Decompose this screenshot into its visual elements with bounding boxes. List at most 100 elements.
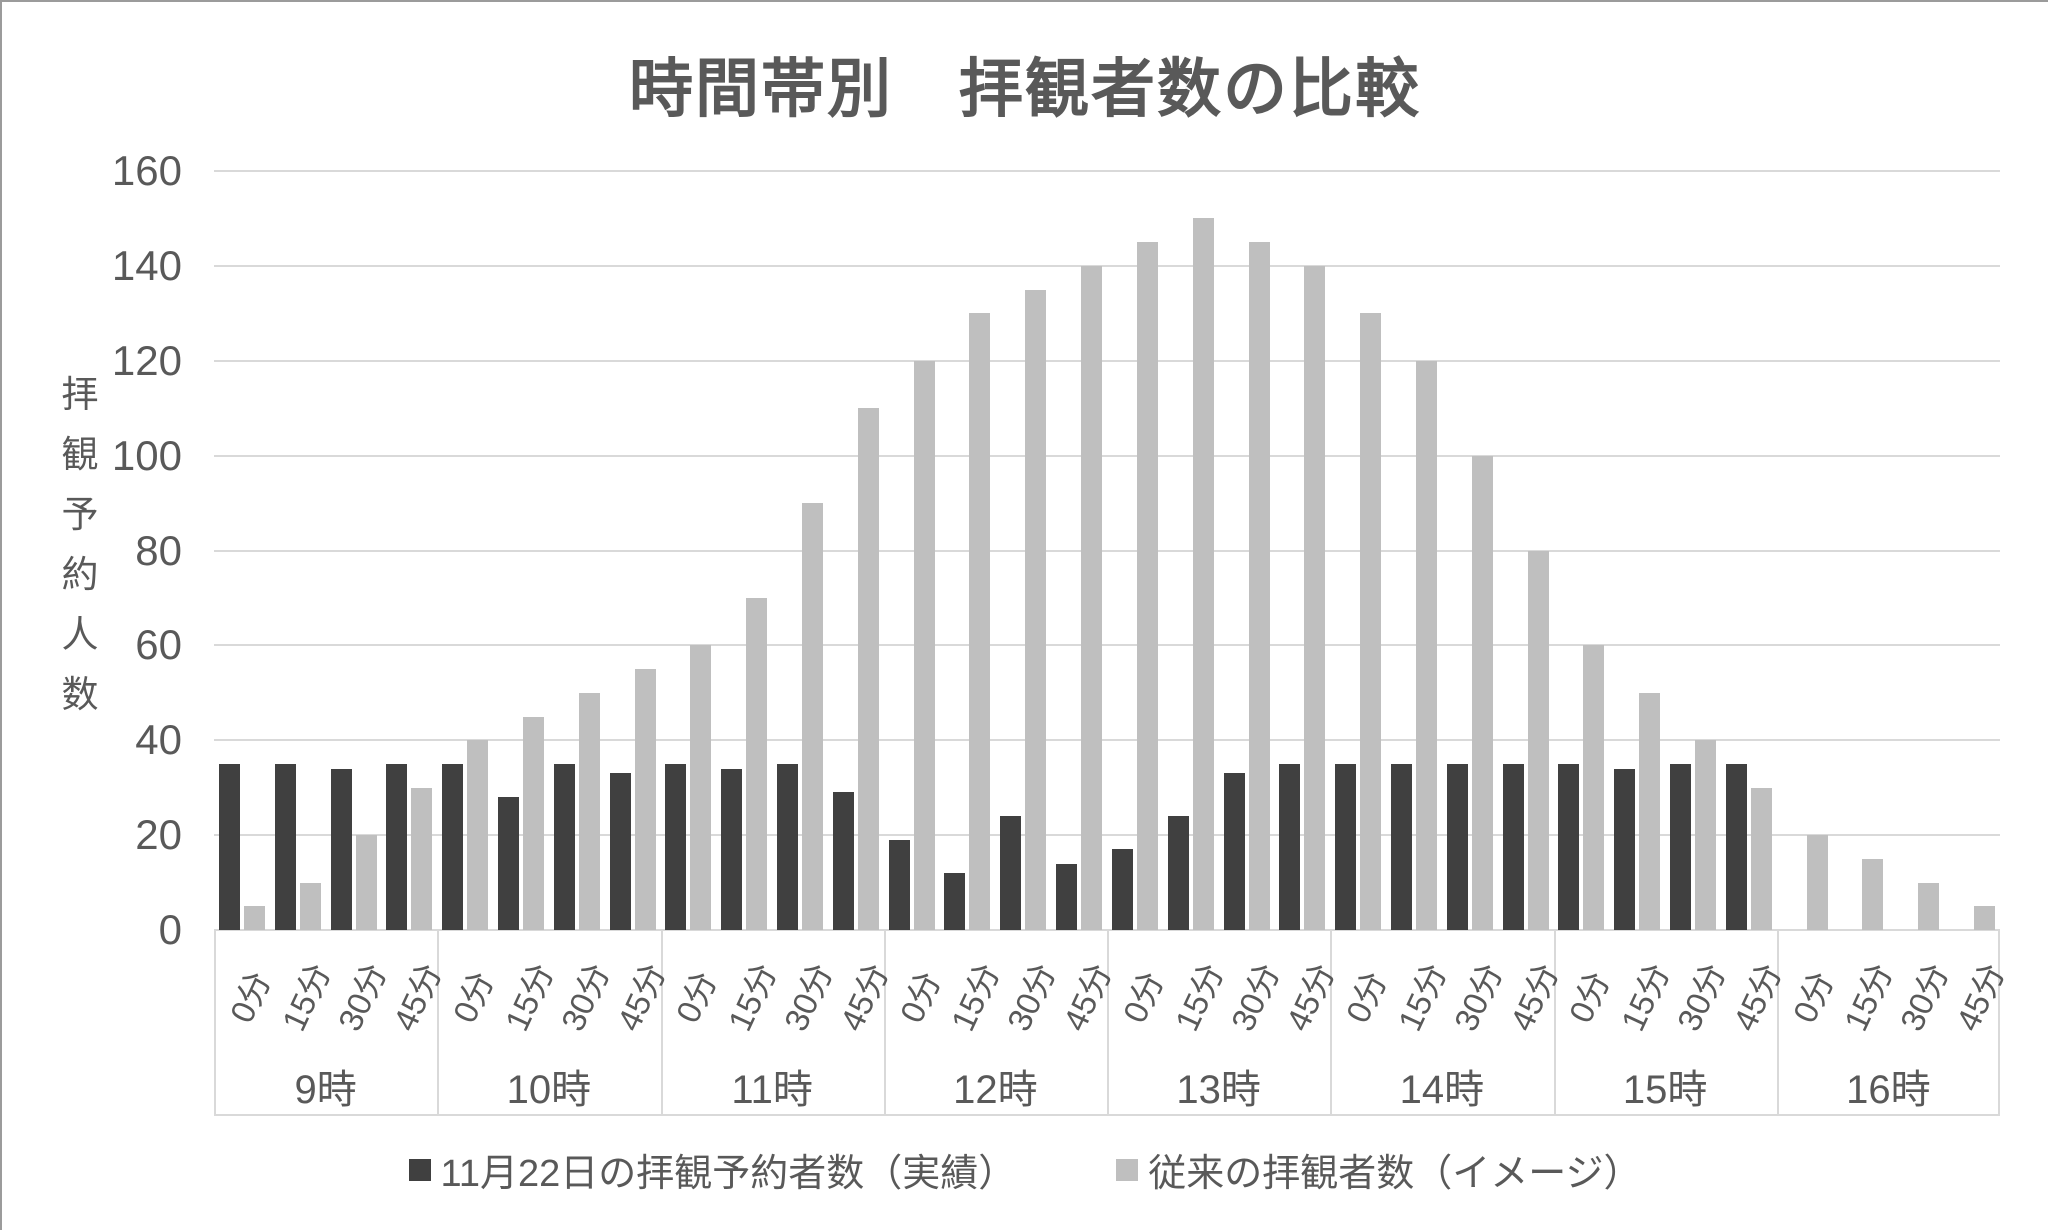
x-hour-label: 15時 <box>1622 1068 1708 1112</box>
x-hour-label: 9時 <box>294 1068 357 1112</box>
x-minute-label: 45分 <box>832 957 896 1037</box>
bar-slot <box>326 171 382 930</box>
y-tick-label: 120 <box>111 336 182 384</box>
x-axis-label-area: 0分 15分 30分 45分 9時 0分 15分 30分 45分 10時 0分 15分 30分 45分 11… <box>214 930 2012 1116</box>
bar-slot <box>381 171 437 930</box>
bar-slot <box>605 171 661 930</box>
y-tick-label: 20 <box>135 811 182 859</box>
bar-typical <box>1304 265 1326 930</box>
bar-actual <box>1390 763 1412 930</box>
bar-slot <box>772 171 828 930</box>
y-axis-title-char: 数 <box>61 674 99 715</box>
legend-square-icon <box>408 1158 431 1181</box>
bar-slot <box>828 171 884 930</box>
bar-typical <box>467 740 489 930</box>
x-minute-label: 30分 <box>1223 957 1287 1037</box>
bar-slot <box>661 171 717 930</box>
bar-actual <box>274 763 296 930</box>
y-tick-label: 160 <box>111 147 182 194</box>
plot-area <box>214 170 2000 931</box>
bar-slot <box>1219 171 1275 930</box>
bar-slot <box>1051 171 1107 930</box>
x-axis-separator <box>1330 930 1333 1116</box>
x-hour-label: 16時 <box>1846 1068 1931 1112</box>
gridline <box>214 264 2000 267</box>
x-axis-separator <box>1776 930 1779 1116</box>
y-axis-title: 拝観予約人数 <box>54 364 106 718</box>
bar-typical <box>969 313 991 930</box>
bar-typical <box>1527 550 1549 930</box>
bar-group-13時 <box>1107 171 1330 930</box>
bar-slot <box>549 171 605 930</box>
x-hour-label: 11時 <box>731 1068 813 1112</box>
x-hour-label: 12時 <box>953 1068 1038 1112</box>
x-minute-label: 15分 <box>720 957 784 1037</box>
y-tick-label: 60 <box>135 621 182 669</box>
bar-actual <box>1725 763 1747 930</box>
bar-slot <box>995 171 1051 930</box>
bar-slot <box>437 171 493 930</box>
y-tick-label: 80 <box>135 526 182 574</box>
x-minute-label: 15分 <box>944 957 1008 1037</box>
bar-slot <box>1777 171 1833 930</box>
bar-typical <box>1192 218 1214 930</box>
bar-slot <box>1944 171 2000 930</box>
bar-typical <box>411 787 433 930</box>
bar-group-12時 <box>884 171 1107 930</box>
bar-typical <box>857 408 879 930</box>
y-axis-title-char: 拝 <box>61 374 99 415</box>
bar-typical <box>578 692 600 930</box>
bar-actual <box>1335 763 1357 930</box>
x-minute-label: 15分 <box>1613 957 1677 1037</box>
bar-typical <box>243 906 265 930</box>
bar-actual <box>777 763 799 930</box>
bar-actual <box>832 792 854 930</box>
bar-typical <box>1583 645 1605 930</box>
bar-actual <box>442 763 464 930</box>
bar-slot <box>884 171 940 930</box>
bar-actual <box>1223 773 1245 930</box>
bar-series <box>214 171 2000 930</box>
gridline <box>214 834 2000 837</box>
bar-typical <box>802 503 824 930</box>
bar-typical <box>1136 242 1158 930</box>
bar-actual <box>1111 849 1133 930</box>
bar-slot <box>1665 171 1721 930</box>
legend: 11月22日の拝観予約者数（実績） 従来の拝観者数（イメージ） <box>2 1142 2048 1197</box>
gridline <box>214 454 2000 457</box>
bar-actual <box>1502 763 1524 930</box>
x-minute-label: 45分 <box>1725 957 1789 1037</box>
y-axis-title-char: 予 <box>61 494 99 535</box>
x-hour-label: 13時 <box>1176 1068 1261 1112</box>
x-minute-label: 45分 <box>1055 957 1119 1037</box>
bar-slot <box>1274 171 1330 930</box>
x-axis-separator <box>1553 930 1556 1116</box>
bar-actual <box>721 768 743 930</box>
bar-actual <box>1446 763 1468 930</box>
bar-typical <box>1862 858 1884 930</box>
bar-slot <box>1386 171 1442 930</box>
bar-slot <box>1554 171 1610 930</box>
bar-typical <box>913 360 935 930</box>
bar-typical <box>1248 242 1270 930</box>
legend-label: 11月22日の拝観予約者数（実績） <box>440 1153 1017 1195</box>
bar-typical <box>1025 289 1047 930</box>
x-minute-label: 30分 <box>776 957 840 1037</box>
bar-actual <box>1558 763 1580 930</box>
y-tick-label: 0 <box>158 906 182 953</box>
bar-slot <box>493 171 549 930</box>
chart-title: 時間帯別 拝観者数の比較 <box>629 53 1421 125</box>
x-axis-separator <box>437 930 440 1116</box>
bar-typical <box>1750 787 1772 930</box>
bar-slot <box>716 171 772 930</box>
x-axis-bottom-line <box>214 1114 2000 1116</box>
x-minute-label: 45分 <box>1502 957 1566 1037</box>
x-minute-label: 15分 <box>497 957 561 1037</box>
bar-typical <box>1639 692 1661 930</box>
x-minute-label: 45分 <box>386 957 450 1037</box>
y-axis-title-char: 観 <box>61 434 99 475</box>
x-hour-label: 10時 <box>506 1068 592 1112</box>
gridline <box>214 739 2000 742</box>
x-minute-label: 15分 <box>1390 957 1454 1037</box>
